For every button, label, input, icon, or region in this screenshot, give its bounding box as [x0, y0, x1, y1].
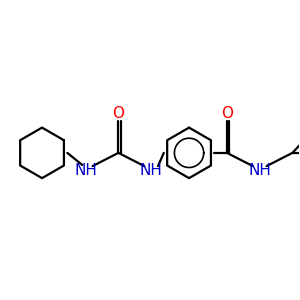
Text: O: O	[112, 106, 124, 121]
Text: NH: NH	[140, 163, 163, 178]
Text: NH: NH	[74, 163, 97, 178]
Text: O: O	[221, 106, 233, 121]
Text: NH: NH	[248, 163, 271, 178]
